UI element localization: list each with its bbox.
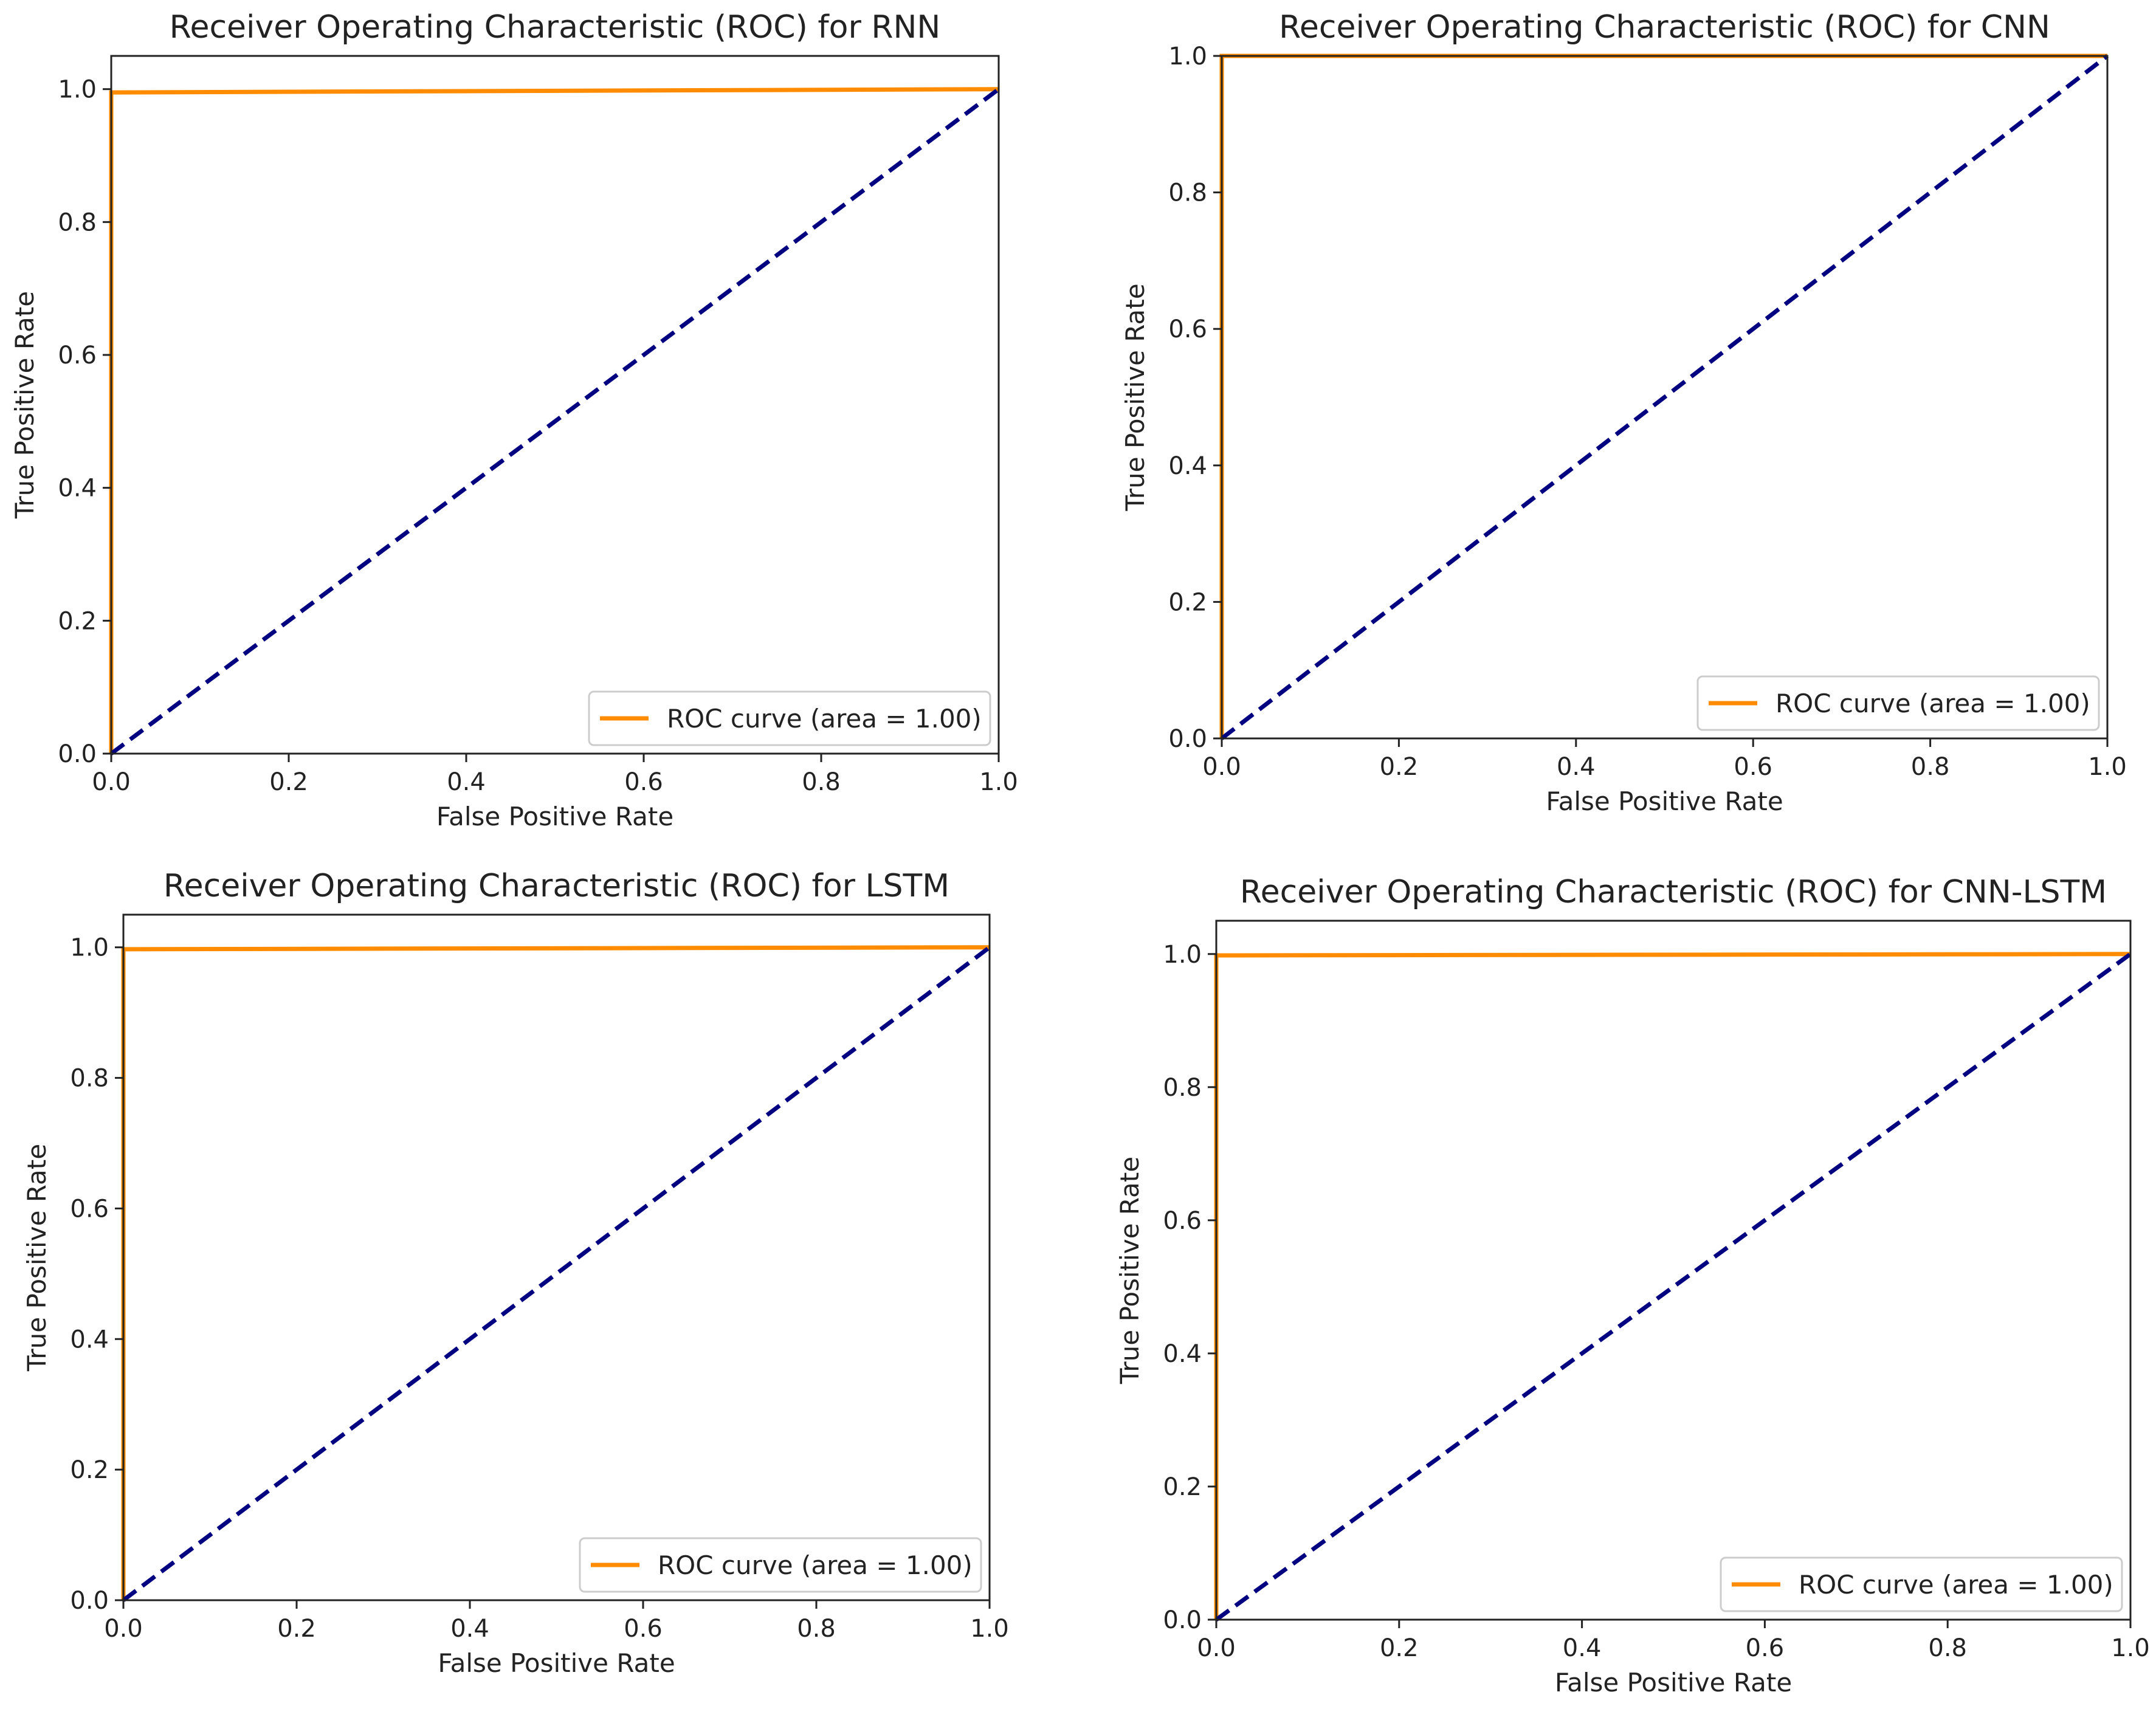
x-tick-label: 0.4 [1563,1634,1602,1662]
axes-frame [122,913,991,1601]
y-tick-label: 0.6 [1163,1207,1202,1235]
y-tick-label: 0.2 [1168,588,1207,616]
chart-panel-3: Receiver Operating Characteristic (ROC) … [22,868,1009,1678]
y-tick-label: 0.0 [1168,725,1207,753]
y-tick-label: 0.6 [58,342,97,370]
axes-frame [1221,55,2109,740]
x-axis-label: False Positive Rate [1555,1668,1792,1697]
x-tick-label: 0.0 [92,768,131,796]
y-tick-label: 0.8 [1168,179,1207,207]
x-tick-label: 0.6 [1734,753,1772,781]
legend-label: ROC curve (area = 1.00) [658,1550,973,1580]
chart-title: Receiver Operating Characteristic (ROC) … [1279,9,2050,46]
legend-box [579,1537,982,1593]
y-axis-label: True Positive Rate [1120,283,1150,511]
x-tick-label: 0.4 [450,1615,489,1643]
series-group [1219,53,2109,740]
legend-box [1720,1556,2123,1612]
chance-diagonal-line [109,87,1001,755]
x-tick-label: 0.8 [802,768,841,796]
y-tick-label: 1.0 [1163,941,1202,969]
y-tick-label: 0.2 [70,1456,109,1484]
y-tick-label: 1.0 [58,76,97,104]
y-tick-label: 0.8 [58,208,97,236]
x-tick-label: 0.2 [1380,1634,1419,1662]
x-tick-label: 1.0 [979,768,1018,796]
x-tick-label: 0.6 [1746,1634,1785,1662]
x-tick-label: 0.2 [277,1615,316,1643]
x-tick-label: 0.6 [624,1615,663,1643]
series-group [109,87,1001,755]
x-tick-label: 0.2 [269,768,308,796]
chance-diagonal-line [1220,54,2109,740]
y-tick-label: 0.2 [58,607,97,635]
x-axis-label: False Positive Rate [1546,786,1783,816]
x-tick-label: 0.4 [447,768,486,796]
legend-label: ROC curve (area = 1.00) [1775,689,2090,718]
y-tick-label: 0.0 [70,1587,109,1615]
chart-title: Receiver Operating Characteristic (ROC) … [170,9,941,46]
x-axis-label: False Positive Rate [436,802,673,831]
chance-diagonal-line [122,945,991,1602]
axes-frame [110,55,1000,755]
roc-curve-line [121,945,990,1600]
legend: ROC curve (area = 1.00) [1720,1556,2123,1612]
legend: ROC curve (area = 1.00) [588,690,991,746]
x-tick-label: 1.0 [970,1615,1009,1643]
legend-label: ROC curve (area = 1.00) [667,704,982,734]
y-tick-label: 0.4 [58,475,97,503]
y-tick-label: 0.8 [1163,1074,1202,1102]
x-tick-label: 1.0 [2088,753,2127,781]
series-group [1214,952,2132,1621]
x-tick-label: 0.0 [1197,1634,1236,1662]
legend-box [588,690,991,746]
y-tick-label: 0.4 [1163,1340,1202,1368]
y-tick-label: 1.0 [1168,43,1207,70]
x-tick-label: 0.8 [1928,1634,1967,1662]
y-tick-label: 0.4 [70,1326,109,1353]
axes-frame [1215,920,2132,1621]
y-tick-label: 0.0 [1163,1606,1202,1634]
y-tick-label: 0.4 [1168,452,1207,480]
x-tick-label: 0.2 [1380,753,1419,781]
x-tick-label: 0.8 [1911,753,1950,781]
legend: ROC curve (area = 1.00) [1696,675,2100,731]
legend-box [1696,675,2100,731]
y-axis-label: True Positive Rate [10,291,40,519]
x-tick-label: 0.0 [1202,753,1241,781]
chart-title: Receiver Operating Characteristic (ROC) … [1240,874,2107,910]
y-tick-label: 0.6 [1168,315,1207,343]
chart-panel-1: Receiver Operating Characteristic (ROC) … [10,9,1018,831]
y-tick-label: 0.0 [58,740,97,768]
chart-title: Receiver Operating Characteristic (ROC) … [164,868,949,904]
y-tick-label: 1.0 [70,934,109,962]
chart-panel-2: Receiver Operating Characteristic (ROC) … [1120,9,2127,816]
y-axis-label: True Positive Rate [1115,1157,1145,1384]
x-tick-label: 1.0 [2111,1634,2150,1662]
x-tick-label: 0.8 [797,1615,836,1643]
y-tick-label: 0.6 [70,1195,109,1223]
x-axis-label: False Positive Rate [438,1648,675,1678]
series-group [121,945,991,1602]
legend-label: ROC curve (area = 1.00) [1799,1570,2113,1600]
chart-panel-4: Receiver Operating Characteristic (ROC) … [1115,874,2150,1697]
y-tick-label: 0.8 [70,1065,109,1093]
y-tick-label: 0.2 [1163,1473,1202,1501]
x-tick-label: 0.6 [624,768,663,796]
x-tick-label: 0.4 [1557,753,1596,781]
x-tick-label: 0.0 [104,1615,143,1643]
chance-diagonal-line [1214,952,2132,1621]
y-axis-label: True Positive Rate [22,1144,52,1372]
legend: ROC curve (area = 1.00) [579,1537,982,1593]
